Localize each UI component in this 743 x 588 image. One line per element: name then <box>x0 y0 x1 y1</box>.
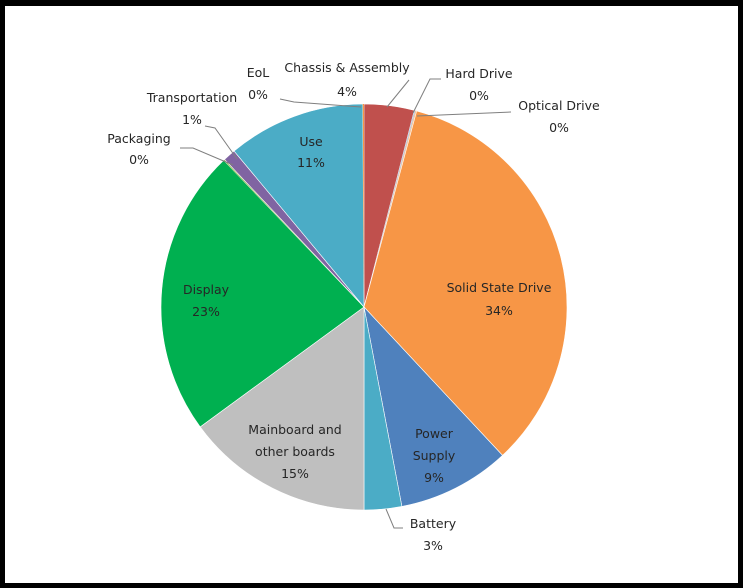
slice-label-use: Use 11% <box>297 134 325 170</box>
slice-value-eol: 0% <box>248 87 268 102</box>
leader-line-transportation <box>204 125 238 160</box>
leader-line-hard-drive <box>412 78 441 114</box>
slice-name-optical-drive: Optical Drive <box>518 98 600 113</box>
leader-line-optical-drive <box>416 111 512 117</box>
slice-label-hard-drive: Hard Drive 0% <box>445 66 513 103</box>
pie-slices <box>160 103 568 511</box>
leader-line-packaging <box>180 147 234 166</box>
slice-value-battery: 3% <box>423 538 443 553</box>
slice-value-display: 23% <box>192 304 220 319</box>
slice-label-chassis-and-assembly: Chassis & Assembly 4% <box>284 60 410 99</box>
slice-label-packaging: Packaging 0% <box>107 131 170 167</box>
slice-eol <box>362 103 364 307</box>
slice-label-eol: EoL 0% <box>247 65 270 102</box>
slice-name-use: Use <box>299 134 323 149</box>
slice-label-power-supply: Power Supply 9% <box>413 426 456 485</box>
slice-name-transportation: Transportation <box>146 90 237 105</box>
leader-line-battery <box>385 508 403 529</box>
slice-solid-state-drive <box>363 110 568 456</box>
slice-value-use: 11% <box>297 155 325 170</box>
slice-use <box>233 103 365 308</box>
slice-value-mainboard-and-other-boards: 15% <box>281 466 309 481</box>
slice-mainboard-and-other-boards <box>199 306 365 511</box>
leader-line-eol <box>279 98 362 108</box>
leader-lines <box>180 78 512 529</box>
slice-name-solid-state-drive: Solid State Drive <box>447 280 552 295</box>
slice-hard-drive <box>364 110 416 307</box>
slice-value-power-supply: 9% <box>424 470 444 485</box>
slice-value-optical-drive: 0% <box>549 120 569 135</box>
leader-line-chassis-and-assembly <box>386 79 410 108</box>
slice-label-mainboard-and-other-boards: Mainboard and other boards 15% <box>248 422 341 481</box>
slice-name-chassis-and-assembly: Chassis & Assembly <box>284 60 410 75</box>
slice-label-battery: Battery 3% <box>410 516 457 553</box>
slice-name-display: Display <box>183 282 230 297</box>
slice-name-packaging: Packaging <box>107 131 170 146</box>
slice-power-supply <box>363 306 503 507</box>
slice-display <box>160 159 365 428</box>
slice-name-power-supply: Power Supply <box>413 426 456 463</box>
slice-name-eol: EoL <box>247 65 270 80</box>
slice-name-hard-drive: Hard Drive <box>445 66 513 81</box>
slice-value-transportation: 1% <box>182 112 202 127</box>
slice-name-battery: Battery <box>410 516 457 531</box>
slice-label-transportation: Transportation 1% <box>146 90 237 127</box>
slice-value-solid-state-drive: 34% <box>485 303 513 318</box>
slice-label-solid-state-drive: Solid State Drive 34% <box>447 280 552 318</box>
slice-name-mainboard-and-other-boards: Mainboard and other boards <box>248 422 341 459</box>
slice-value-hard-drive: 0% <box>469 88 489 103</box>
slice-label-display: Display 23% <box>183 282 230 319</box>
slice-value-chassis-and-assembly: 4% <box>337 84 357 99</box>
slice-label-optical-drive: Optical Drive 0% <box>518 98 600 135</box>
slice-value-packaging: 0% <box>129 152 149 167</box>
